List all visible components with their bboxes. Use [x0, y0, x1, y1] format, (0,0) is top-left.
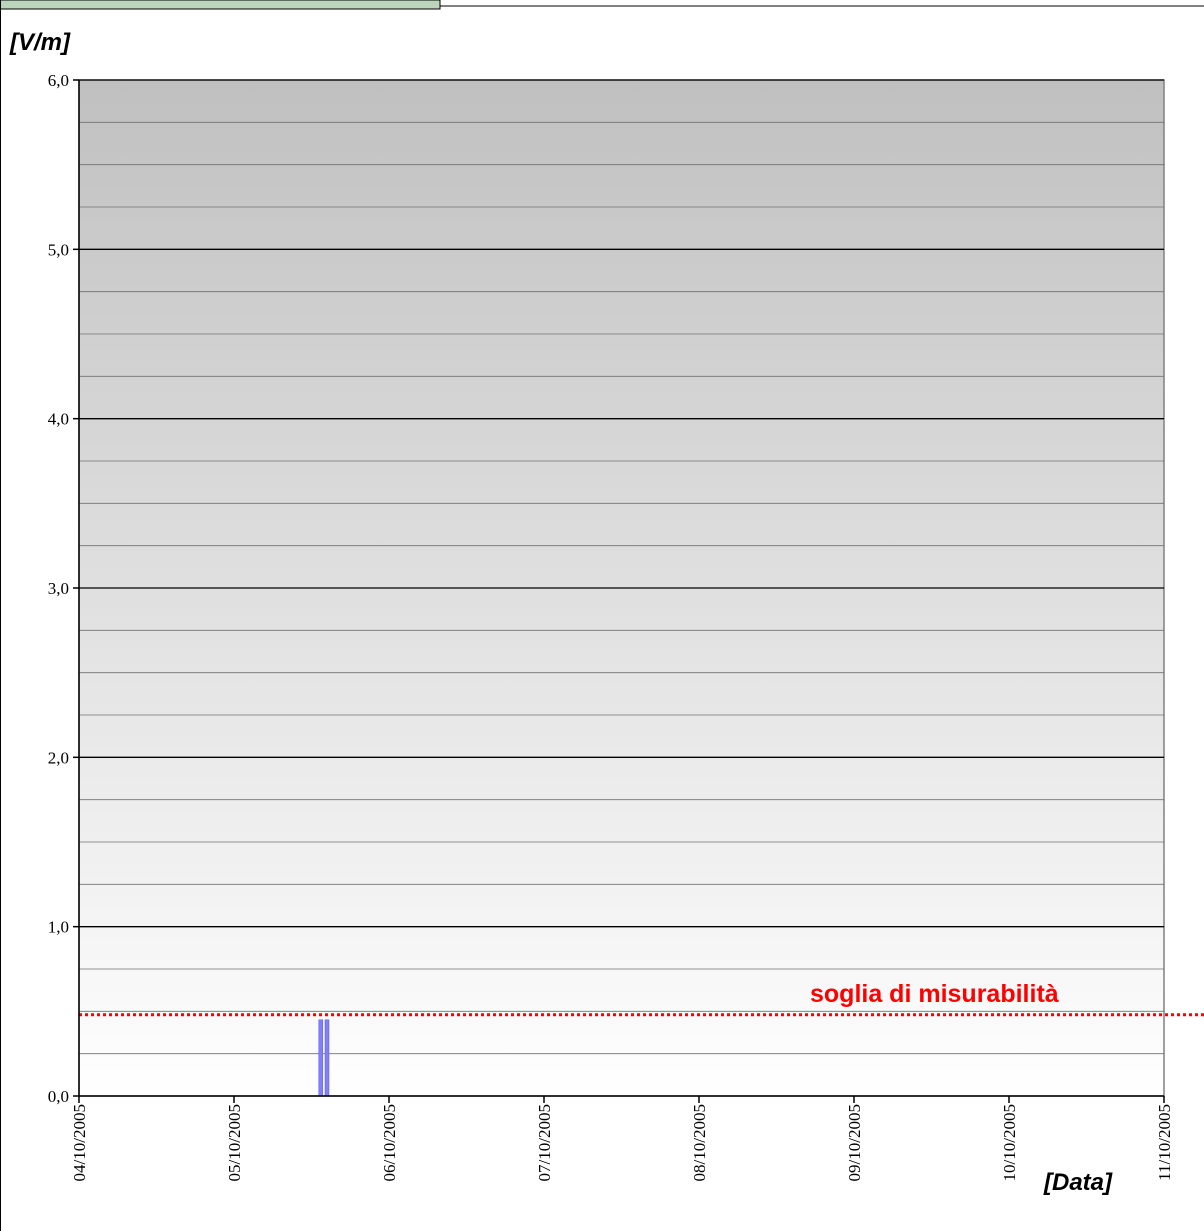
data-bar: [324, 1019, 330, 1097]
y-tick-label: 0,0: [48, 1087, 69, 1106]
x-tick-label: 06/10/2005: [380, 1104, 399, 1181]
x-axis-ticks: 04/10/2005 05/10/2005 06/10/2005 07/10/2005…: [70, 1096, 1174, 1181]
y-tick-label: 4,0: [48, 410, 69, 429]
x-tick-label: 11/10/2005: [1155, 1104, 1174, 1181]
x-tick-label: 08/10/2005: [690, 1104, 709, 1181]
data-bar: [318, 1019, 324, 1097]
x-tick-label: 05/10/2005: [225, 1104, 244, 1181]
header-remnant: [0, 0, 441, 10]
y-tick-label: 1,0: [48, 918, 69, 937]
y-tick-label: 6,0: [48, 71, 69, 90]
x-tick-label: 09/10/2005: [845, 1104, 864, 1181]
x-tick-label: 04/10/2005: [70, 1104, 89, 1181]
threshold-label: soglia di misurabilità: [810, 980, 1059, 1008]
y-tick-label: 5,0: [48, 240, 69, 259]
grid-lines: [79, 79, 1164, 1055]
y-axis-ticks: 0,0 1,0 2,0 3,0 4,0 5,0 6,0: [48, 71, 79, 1106]
y-tick-label: 3,0: [48, 579, 69, 598]
y-tick-label: 2,0: [48, 748, 69, 767]
x-axis-title: [Data]: [1043, 1169, 1113, 1196]
x-tick-label: 10/10/2005: [1000, 1104, 1019, 1181]
x-tick-label: 07/10/2005: [535, 1104, 554, 1181]
y-axis-title: [V/m]: [9, 29, 71, 56]
